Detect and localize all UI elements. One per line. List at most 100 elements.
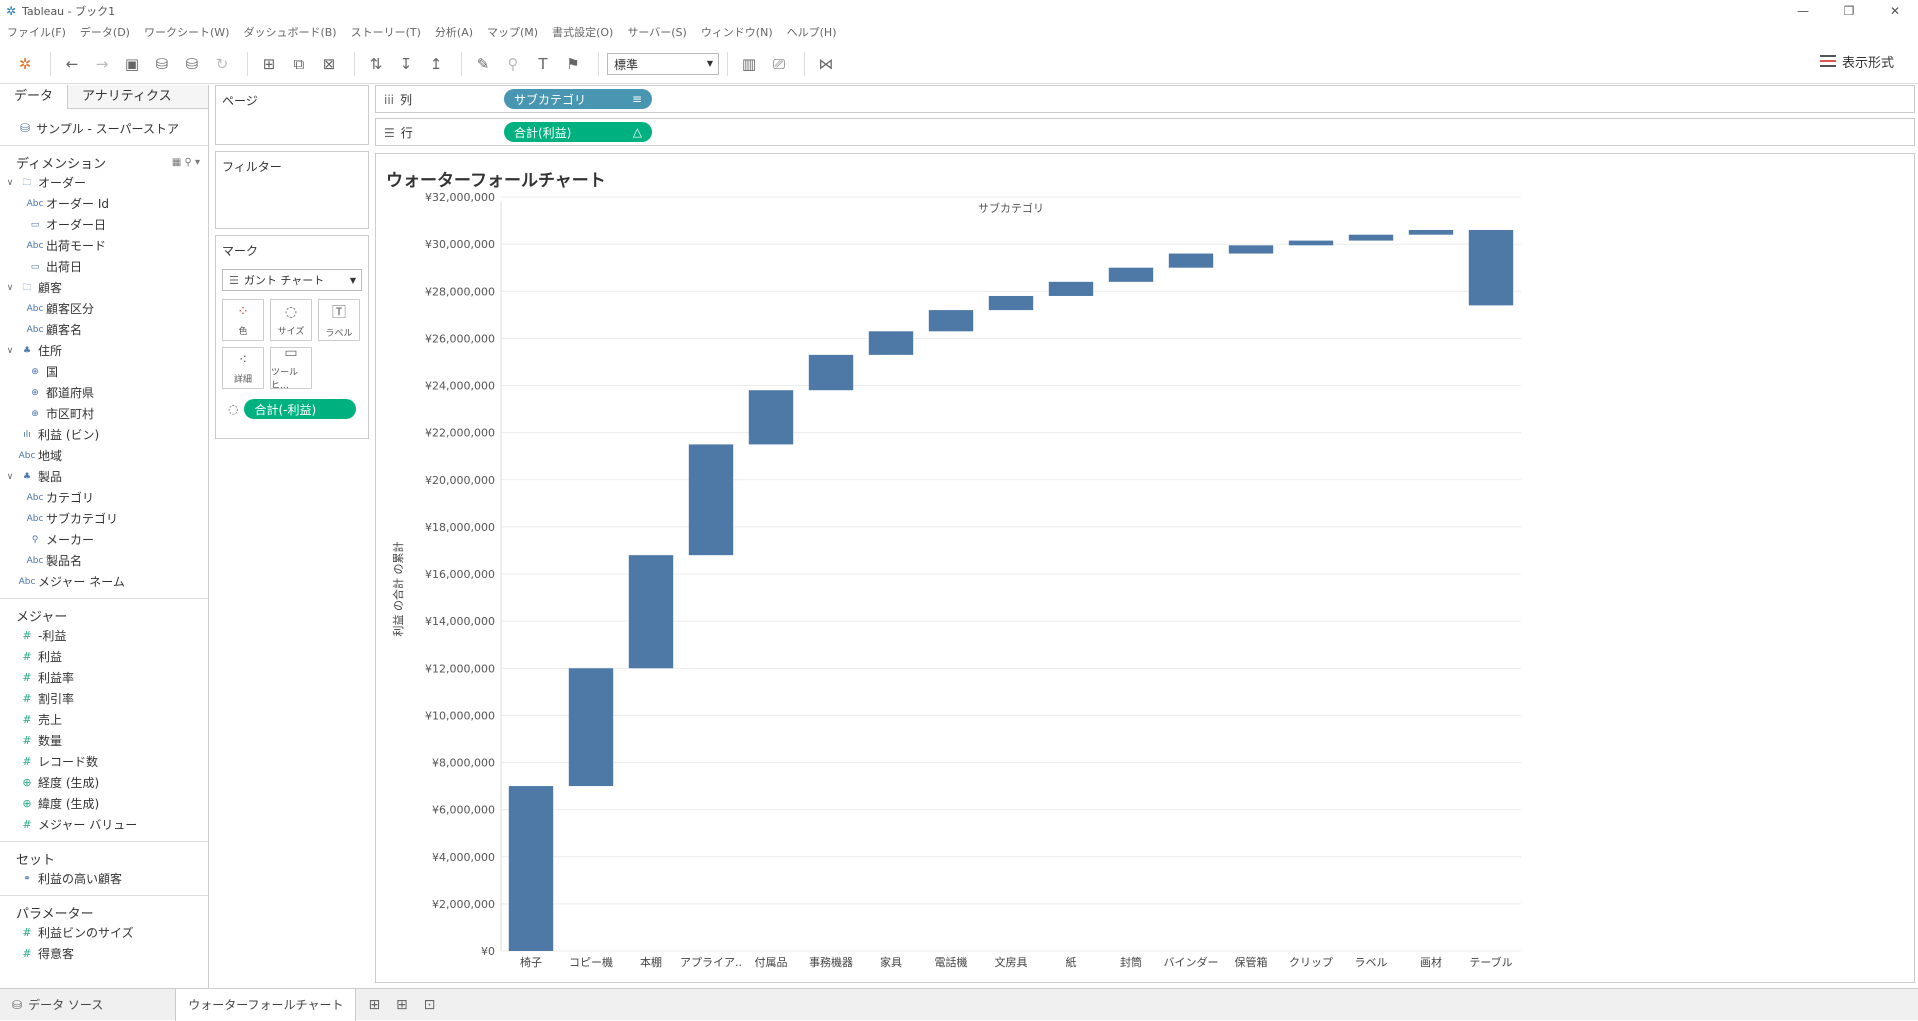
- pause-updates-icon[interactable]: ⛁: [185, 54, 199, 73]
- menu-item-0[interactable]: ファイル(F): [7, 26, 66, 39]
- set-field[interactable]: ⚭ 利益の高い顧客: [0, 868, 208, 889]
- waterfall-bar: [1408, 229, 1454, 235]
- tab-data[interactable]: データ: [0, 85, 69, 109]
- menu-item-9[interactable]: ウィンドウ(N): [700, 26, 773, 39]
- menu-item-10[interactable]: ヘルプ(H): [786, 26, 837, 39]
- show-me-button[interactable]: 表示形式: [1819, 52, 1894, 71]
- tooltip-button[interactable]: ▭ ツールヒ…: [270, 345, 312, 391]
- measure-field[interactable]: ⊕ 緯度 (生成): [0, 793, 208, 814]
- new-worksheet-icon[interactable]: ⊞: [262, 54, 276, 73]
- dimension-field[interactable]: ⊕ 都道府県: [0, 382, 208, 403]
- rows-pill[interactable]: 合計(利益) △: [504, 122, 652, 142]
- columns-pill[interactable]: サブカテゴリ ≡: [504, 89, 652, 109]
- refresh-icon[interactable]: ↻: [215, 54, 229, 73]
- tab-datasource[interactable]: ⛁ データ ソース: [0, 989, 115, 1021]
- new-story-icon[interactable]: ⊡: [423, 996, 436, 1013]
- dimension-label: 顧客名: [46, 323, 83, 337]
- parameter-field[interactable]: # 得意客: [0, 943, 208, 964]
- measure-field[interactable]: # 利益: [0, 646, 208, 667]
- dimensions-tools[interactable]: ▦ ⚲ ▾: [171, 156, 200, 168]
- tableau-start-icon[interactable]: ✲: [18, 54, 32, 73]
- filters-card[interactable]: フィルター: [215, 151, 369, 229]
- measure-field[interactable]: ⊕ 経度 (生成): [0, 772, 208, 793]
- measure-field[interactable]: # -利益: [0, 625, 208, 646]
- dimension-field[interactable]: Abc 顧客区分: [0, 298, 208, 319]
- label-button[interactable]: 🅃 ラベル: [318, 299, 360, 341]
- measure-icon: #: [22, 818, 32, 831]
- close-icon[interactable]: ✕: [1889, 4, 1901, 18]
- datasource-item[interactable]: ⛁ サンプル - スーパーストア: [0, 109, 208, 139]
- dimension-field[interactable]: Abc オーダー Id: [0, 193, 208, 214]
- menu-item-7[interactable]: 書式設定(O): [552, 26, 614, 39]
- dimension-field[interactable]: Abc カテゴリ: [0, 487, 208, 508]
- save-icon[interactable]: ▣: [124, 54, 140, 73]
- dimension-field[interactable]: Abc サブカテゴリ: [0, 508, 208, 529]
- group-icon[interactable]: ⚲: [507, 54, 519, 73]
- duplicate-sheet-icon[interactable]: ⧉: [293, 54, 305, 73]
- measure-field[interactable]: # メジャー バリュー: [0, 814, 208, 835]
- presentation-mode-icon[interactable]: ⎚: [772, 54, 785, 73]
- dimension-field[interactable]: Abc 顧客名: [0, 319, 208, 340]
- y-tick-label: ¥18,000,000: [425, 521, 495, 534]
- restore-icon[interactable]: ❐: [1843, 4, 1855, 18]
- measure-label: 緯度 (生成): [38, 797, 100, 811]
- dimension-field[interactable]: ∨ ♣ 製品: [0, 466, 208, 487]
- share-icon[interactable]: ⋈: [818, 54, 834, 73]
- redo-icon[interactable]: →: [95, 54, 109, 73]
- minimize-icon[interactable]: —: [1797, 4, 1809, 18]
- undo-icon[interactable]: ←: [65, 54, 79, 73]
- clear-sheet-icon[interactable]: ⊠: [322, 54, 336, 73]
- new-datasource-icon[interactable]: ⛁: [155, 54, 169, 73]
- dimension-field[interactable]: ⚲ メーカー: [0, 529, 208, 550]
- dimension-field[interactable]: ⊕ 国: [0, 361, 208, 382]
- x-tick-label: 事務機器: [809, 955, 853, 969]
- parameter-field[interactable]: # 利益ビンのサイズ: [0, 922, 208, 943]
- show-cards-icon[interactable]: ▥: [741, 54, 757, 73]
- color-button[interactable]: ⁘ 色: [222, 299, 264, 341]
- measure-field[interactable]: # 数量: [0, 730, 208, 751]
- dimension-field[interactable]: ▭ オーダー日: [0, 214, 208, 235]
- detail-button[interactable]: ⁖ 詳細: [222, 347, 264, 389]
- fix-axes-icon[interactable]: ⚑: [566, 54, 580, 73]
- tab-analytics[interactable]: アナリティクス: [82, 89, 172, 104]
- sort-ascending-icon[interactable]: ↧: [399, 54, 413, 73]
- size-pill[interactable]: 合計(-利益): [244, 399, 357, 419]
- menu-item-6[interactable]: マップ(M): [487, 26, 539, 39]
- dimension-field[interactable]: Abc 製品名: [0, 550, 208, 571]
- swap-rows-columns-icon[interactable]: ⇅: [369, 54, 383, 73]
- mark-type-dropdown[interactable]: ☰ ガント チャート ▼: [222, 269, 362, 291]
- fit-dropdown[interactable]: 標準 ▼: [607, 52, 719, 75]
- measure-field[interactable]: # レコード数: [0, 751, 208, 772]
- highlight-icon[interactable]: ✎: [476, 54, 490, 73]
- sort-descending-icon[interactable]: ↥: [429, 54, 443, 73]
- dimension-field[interactable]: Abc メジャー ネーム: [0, 571, 208, 592]
- measure-field[interactable]: # 利益率: [0, 667, 208, 688]
- dimension-field[interactable]: ⊕ 市区町村: [0, 403, 208, 424]
- tab-sheet[interactable]: ウォーターフォールチャート: [175, 988, 357, 1021]
- new-dashboard-icon[interactable]: ⊞: [396, 996, 408, 1013]
- size-button[interactable]: ◌ サイズ: [270, 299, 312, 341]
- menu-item-1[interactable]: データ(D): [79, 26, 130, 39]
- menu-item-3[interactable]: ダッシュボード(B): [243, 26, 337, 39]
- menu-item-8[interactable]: サーバー(S): [627, 26, 687, 39]
- pages-card[interactable]: ページ: [215, 85, 369, 145]
- menu-item-5[interactable]: 分析(A): [434, 26, 474, 39]
- menu-item-2[interactable]: ワークシート(W): [143, 26, 230, 39]
- dimension-field[interactable]: ∨ ♣ 住所: [0, 340, 208, 361]
- new-worksheet-icon[interactable]: ⊞: [368, 996, 381, 1013]
- dimension-label: メーカー: [46, 533, 95, 547]
- measure-field[interactable]: # 割引率: [0, 688, 208, 709]
- dimension-field[interactable]: ▭ 出荷日: [0, 256, 208, 277]
- dimension-field[interactable]: ∨ 🗀 顧客: [0, 277, 208, 298]
- rows-shelf-label: ☰ 行: [376, 124, 504, 141]
- columns-shelf[interactable]: iii 列 サブカテゴリ ≡: [375, 85, 1915, 113]
- toolbar: ✲ ← → ▣ ⛁ ⛁ ↻ ⊞ ⧉ ⊠ ⇅ ↧ ↥ ✎ ⚲ T ⚑ 標準 ▼ ▥…: [0, 44, 1918, 84]
- show-labels-icon[interactable]: T: [538, 54, 548, 73]
- dimension-field[interactable]: ∨ 🗀 オーダー: [0, 172, 208, 193]
- dimension-field[interactable]: Abc 地域: [0, 445, 208, 466]
- rows-shelf[interactable]: ☰ 行 合計(利益) △: [375, 118, 1915, 146]
- dimension-field[interactable]: ılı 利益 (ビン): [0, 424, 208, 445]
- measure-field[interactable]: # 売上: [0, 709, 208, 730]
- menu-item-4[interactable]: ストーリー(T): [350, 26, 421, 39]
- dimension-field[interactable]: Abc 出荷モード: [0, 235, 208, 256]
